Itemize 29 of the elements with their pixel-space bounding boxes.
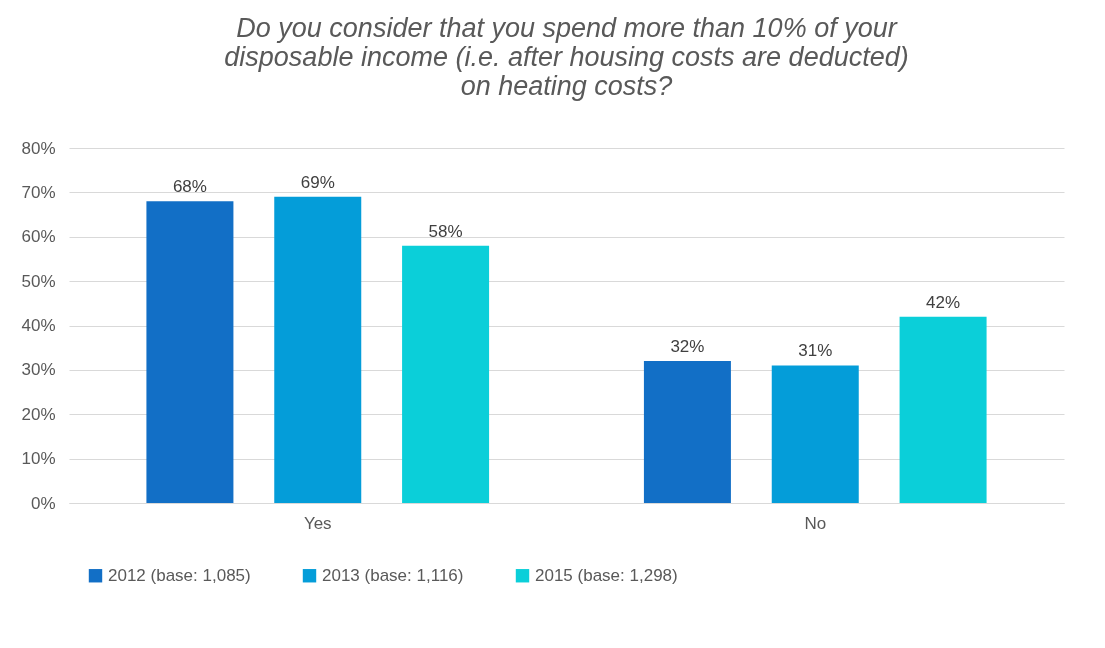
bar — [274, 196, 362, 503]
data-label: 32% — [670, 337, 705, 356]
text: on heating costs? — [460, 71, 673, 101]
y-tick-label: 60% — [21, 227, 56, 247]
data-label: 58% — [428, 221, 463, 241]
legend-label: 2013 (base: 1,116) — [322, 565, 464, 585]
y-tick-label: 40% — [21, 316, 56, 335]
y-tick-label: 30% — [21, 360, 56, 380]
data-label: 69% — [300, 172, 335, 192]
y-tick-label: 80% — [21, 138, 56, 158]
x-tick-label: No — [804, 513, 827, 533]
data-label: 31% — [798, 341, 833, 361]
text: Do you consider that you spend more than 10% of your — [236, 13, 897, 43]
y-tick-label: 10% — [21, 449, 56, 469]
bar — [643, 361, 731, 503]
x-tick-label: Yes — [303, 513, 332, 533]
bar — [899, 316, 987, 503]
legend-label: 2012 (base: 1,085) — [108, 565, 251, 585]
text: disposable income (i.e. after housing costs are deducted) — [224, 42, 909, 72]
bar — [146, 201, 234, 503]
y-tick-label: 0% — [30, 493, 56, 513]
y-tick-label: 20% — [21, 404, 56, 424]
bar — [402, 245, 490, 503]
legend-label: 2015 (base: 1,298) — [535, 565, 678, 585]
data-label: 68% — [172, 177, 207, 197]
bar — [771, 365, 859, 503]
y-tick-label: 50% — [21, 271, 56, 291]
data-label: 42% — [926, 292, 961, 312]
y-tick-label: 70% — [21, 182, 56, 202]
